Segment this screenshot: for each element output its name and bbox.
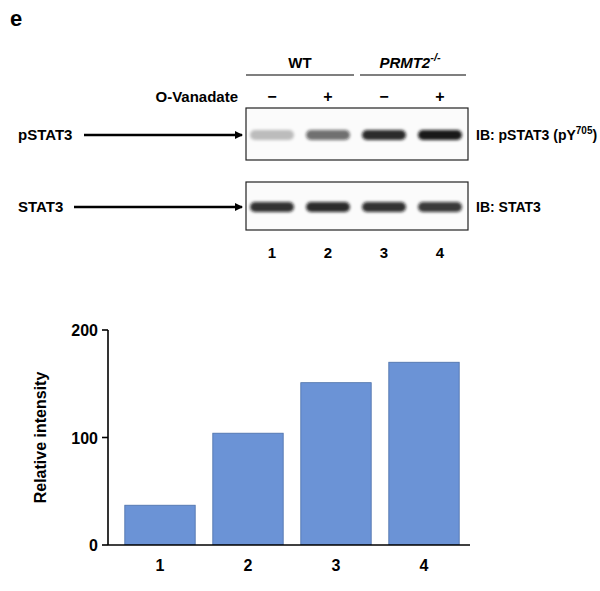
x-tick-label: 2 — [244, 557, 253, 574]
y-tick — [102, 544, 108, 546]
bar — [301, 383, 371, 545]
row-arrow — [74, 206, 242, 208]
blot-band — [362, 202, 406, 212]
y-tick — [102, 329, 108, 331]
treatment-sign: − — [267, 88, 276, 105]
row-arrow — [84, 134, 242, 136]
row-label: STAT3 — [18, 198, 63, 215]
y-axis-label: Relative intensity — [32, 372, 49, 504]
blot-band — [250, 202, 294, 212]
blot-band — [250, 130, 294, 140]
text-part: IB: pSTAT3 (pY — [476, 127, 576, 143]
treatment-sign: + — [435, 88, 444, 105]
y-tick-label: 100 — [71, 430, 98, 447]
blot-band — [362, 130, 406, 140]
bars — [125, 362, 459, 545]
treatment-sign: − — [379, 88, 388, 105]
text-part: ) — [593, 127, 598, 143]
row-label: pSTAT3 — [18, 126, 72, 143]
y-tick — [102, 437, 108, 439]
text-part: 705 — [576, 125, 593, 136]
blot-band — [306, 202, 350, 212]
lane-number: 3 — [380, 244, 388, 261]
blot-band — [418, 202, 462, 212]
group-label: WT — [288, 54, 311, 71]
blot-frame — [246, 108, 468, 160]
x-axis — [108, 544, 470, 546]
bar — [389, 362, 459, 545]
x-tick-label: 1 — [156, 557, 165, 574]
text-part: -/- — [430, 51, 441, 63]
antibody-label: IB: pSTAT3 (pY705) — [476, 125, 597, 143]
blot-band — [306, 130, 350, 140]
x-tick-label: 4 — [420, 557, 429, 574]
y-tick-label: 0 — [89, 537, 98, 554]
text-part: PRMT2 — [379, 54, 430, 71]
group-line — [246, 74, 354, 75]
y-tick-label: 200 — [71, 322, 98, 339]
treatment-sign: + — [323, 88, 332, 105]
figure: e WT PRMT2-/- O-Vanadate − + − + pSTAT3 IB: pSTAT… — [0, 0, 600, 591]
panel-label: e — [10, 6, 22, 31]
x-tick-label: 3 — [332, 557, 341, 574]
blot-frame — [246, 182, 468, 230]
group-line — [360, 74, 466, 75]
group-label: PRMT2-/- — [379, 51, 441, 71]
lane-number: 4 — [436, 244, 445, 261]
lane-number: 2 — [324, 244, 332, 261]
text-part: IB: STAT3 — [476, 199, 541, 215]
bar — [213, 433, 283, 545]
antibody-label: IB: STAT3 — [476, 199, 541, 215]
figure-root: e WT PRMT2-/- O-Vanadate − + − + pSTAT3 IB: pSTAT… — [0, 0, 600, 591]
lane-number: 1 — [268, 244, 276, 261]
blot-band — [418, 130, 462, 140]
bar — [125, 505, 195, 545]
treatment-label: O-Vanadate — [155, 88, 238, 105]
